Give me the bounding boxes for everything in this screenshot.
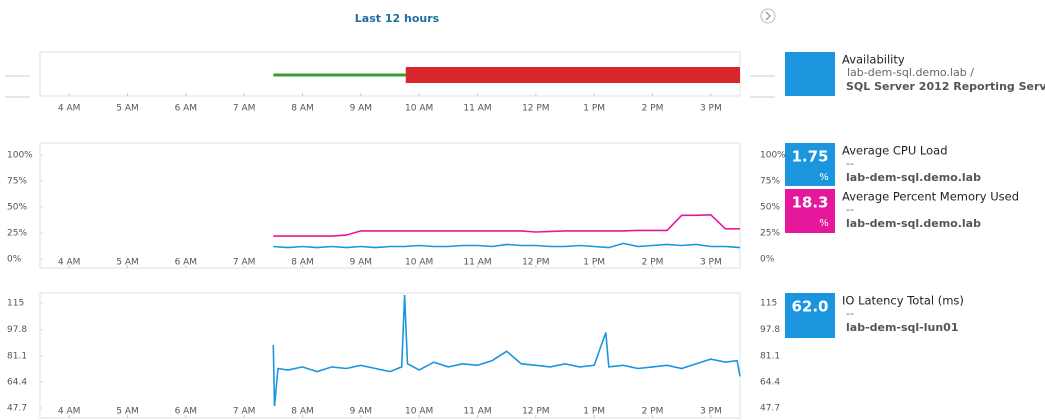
x-tick-label: 12 PM: [522, 104, 550, 114]
x-tick-label: 11 AM: [463, 407, 491, 417]
x-tick-label: 8 AM: [291, 407, 314, 417]
panel-line: --: [846, 203, 854, 216]
panel-title: IO Latency Total (ms): [842, 294, 964, 308]
y-tick-label: 50%: [7, 203, 27, 213]
tile-value: 62.0: [791, 298, 828, 316]
y-tick-label: 100%: [7, 151, 33, 161]
y2-tick-label: 50%: [760, 203, 780, 213]
y2-tick-label: 0%: [760, 255, 775, 265]
y2-tick-label: 115: [760, 298, 777, 308]
panel-title: Average Percent Memory Used: [842, 190, 1019, 204]
x-tick-label: 5 AM: [116, 258, 139, 268]
series-line: [273, 242, 741, 249]
y2-tick-label: 100%: [760, 151, 786, 161]
status-tile: [785, 189, 835, 233]
x-tick-label: 5 AM: [116, 407, 139, 417]
x-tick-label: 2 PM: [642, 104, 664, 114]
y-tick-label: 115: [7, 298, 24, 308]
time-range: Last 12 hours: [355, 12, 440, 25]
x-tick-label: 4 AM: [58, 104, 81, 114]
x-tick-label: 8 AM: [291, 104, 314, 114]
status-segment: [273, 73, 406, 77]
x-tick-label: 12 PM: [522, 258, 550, 268]
tile-value: 18.3: [791, 194, 828, 212]
x-tick-label: 11 AM: [463, 104, 491, 114]
y2-tick-label: 25%: [760, 229, 780, 239]
panel-title: Average CPU Load: [842, 144, 948, 158]
y2-tick-label: 81.1: [760, 351, 780, 361]
x-tick-label: 9 AM: [350, 104, 373, 114]
x-tick-label: 1 PM: [583, 258, 605, 268]
y2-tick-label: 47.7: [760, 404, 780, 414]
x-tick-label: 2 PM: [642, 407, 664, 417]
panel-line: lab-dem-sql.demo.lab /: [847, 66, 974, 79]
y-tick-label: 81.1: [7, 351, 27, 361]
tile-value: 1.75: [791, 148, 828, 166]
x-tick-label: 1 PM: [583, 407, 605, 417]
y2-tick-label: 75%: [760, 177, 780, 187]
y2-tick-label: 97.8: [760, 325, 780, 335]
x-tick-label: 7 AM: [233, 407, 256, 417]
x-tick-label: 2 PM: [642, 258, 664, 268]
status-tile: [785, 293, 835, 338]
status-tile: [785, 52, 835, 96]
next-button[interactable]: [760, 8, 776, 24]
panel-line: lab-dem-sql-lun01: [846, 321, 959, 334]
tile-unit: %: [819, 172, 829, 183]
y2-tick-label: 64.4: [760, 377, 780, 387]
y-tick-label: 75%: [7, 177, 27, 187]
x-tick-label: 3 PM: [700, 258, 722, 268]
x-tick-label: 8 AM: [291, 258, 314, 268]
x-tick-label: 10 AM: [405, 407, 433, 417]
x-tick-label: 4 AM: [58, 407, 81, 417]
panel-line: lab-dem-sql.demo.lab: [846, 171, 981, 184]
x-tick-label: 9 AM: [350, 258, 373, 268]
panel-line: lab-dem-sql.demo.lab: [846, 217, 981, 230]
x-tick-label: 10 AM: [405, 258, 433, 268]
x-tick-label: 6 AM: [175, 104, 198, 114]
y-tick-label: 97.8: [7, 325, 27, 335]
y-tick-label: 0%: [7, 255, 22, 265]
status-tile: [785, 143, 835, 186]
series-line: [273, 213, 740, 237]
x-tick-label: 6 AM: [175, 407, 198, 417]
x-tick-label: 11 AM: [463, 258, 491, 268]
x-tick-label: 7 AM: [233, 104, 256, 114]
x-tick-label: 4 AM: [58, 258, 81, 268]
panel-title: Availability: [842, 53, 905, 67]
x-tick-label: 1 PM: [583, 104, 605, 114]
plot-frame: [39, 142, 741, 269]
x-tick-label: 6 AM: [175, 258, 198, 268]
x-tick-label: 12 PM: [522, 407, 550, 417]
tile-unit: %: [819, 218, 829, 229]
x-tick-label: 3 PM: [700, 407, 722, 417]
x-tick-label: 9 AM: [350, 407, 373, 417]
x-tick-label: 10 AM: [405, 104, 433, 114]
series-line: [272, 294, 741, 407]
x-tick-label: 3 PM: [700, 104, 722, 114]
status-segment: [405, 67, 740, 83]
plot-frame: [39, 292, 741, 419]
y-tick-label: 64.4: [7, 377, 27, 387]
x-tick-label: 5 AM: [116, 104, 139, 114]
panel-line: --: [846, 157, 854, 170]
x-tick-label: 7 AM: [233, 258, 256, 268]
y-tick-label: 47.7: [7, 404, 27, 414]
y-tick-label: 25%: [7, 229, 27, 239]
panel-line: --: [846, 307, 854, 320]
panel-line: SQL Server 2012 Reporting Services: [846, 80, 1045, 93]
